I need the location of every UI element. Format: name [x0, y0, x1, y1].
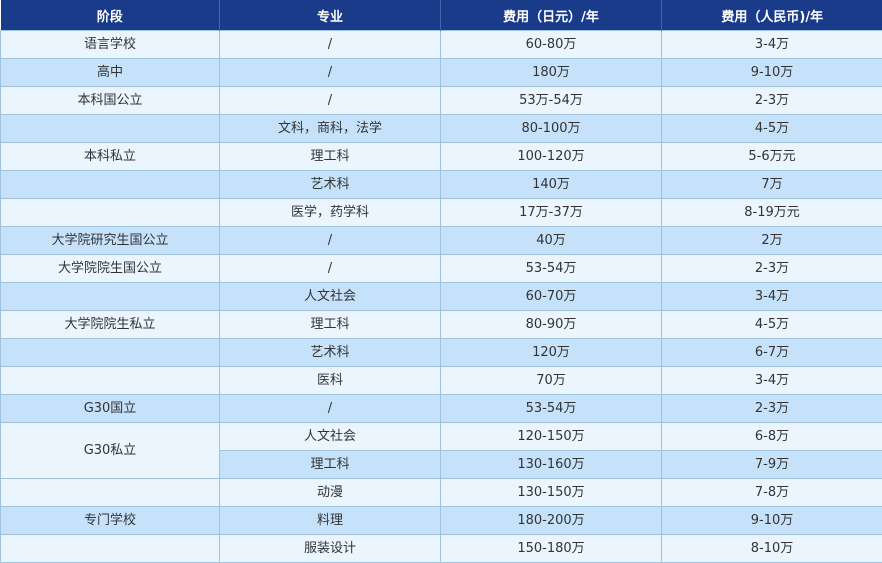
- cell-cny: 2-3万: [662, 395, 882, 423]
- cell-stage: 大学院院生私立: [1, 311, 220, 339]
- table-row: 大学院院生私立 理工科 80-90万 4-5万: [1, 311, 882, 339]
- cell-jpy: 140万: [441, 171, 662, 199]
- cell-stage: [1, 171, 220, 199]
- table-row: G30私立 人文社会 120-150万 6-8万: [1, 423, 882, 451]
- cell-jpy: 60-80万: [441, 31, 662, 59]
- table-row: G30国立 / 53-54万 2-3万: [1, 395, 882, 423]
- table-row: 动漫 130-150万 7-8万: [1, 479, 882, 507]
- cell-major: /: [220, 255, 441, 283]
- cell-jpy: 130-160万: [441, 451, 662, 479]
- cell-jpy: 120万: [441, 339, 662, 367]
- cell-major: 医科: [220, 367, 441, 395]
- cell-cny: 5-6万元: [662, 143, 882, 171]
- cell-major: 料理: [220, 507, 441, 535]
- cell-stage: [1, 339, 220, 367]
- table-row: 艺术科 140万 7万: [1, 171, 882, 199]
- table-row: 文科，商科，法学 80-100万 4-5万: [1, 115, 882, 143]
- cell-major: 艺术科: [220, 171, 441, 199]
- cell-major: /: [220, 227, 441, 255]
- header-row: 阶段 专业 费用（日元）/年 费用（人民币)/年: [1, 0, 882, 31]
- cell-jpy: 60-70万: [441, 283, 662, 311]
- cell-stage: 本科私立: [1, 143, 220, 171]
- cell-cny: 8-10万: [662, 535, 882, 563]
- cell-cny: 9-10万: [662, 507, 882, 535]
- cell-major: 理工科: [220, 451, 441, 479]
- cell-major: 人文社会: [220, 283, 441, 311]
- table-row: 医学，药学科 17万-37万 8-19万元: [1, 199, 882, 227]
- table-row: 大学院院生国公立 / 53-54万 2-3万: [1, 255, 882, 283]
- cell-cny: 6-7万: [662, 339, 882, 367]
- cell-stage: 本科国公立: [1, 87, 220, 115]
- cell-stage: 高中: [1, 59, 220, 87]
- cell-major: /: [220, 59, 441, 87]
- table-row: 本科私立 理工科 100-120万 5-6万元: [1, 143, 882, 171]
- header-stage: 阶段: [1, 0, 220, 31]
- cell-jpy: 80-100万: [441, 115, 662, 143]
- table-row: 本科国公立 / 53万-54万 2-3万: [1, 87, 882, 115]
- cell-major: /: [220, 395, 441, 423]
- cell-major: 服装设计: [220, 535, 441, 563]
- cell-jpy: 40万: [441, 227, 662, 255]
- cell-jpy: 150-180万: [441, 535, 662, 563]
- cell-jpy: 80-90万: [441, 311, 662, 339]
- cell-cny: 4-5万: [662, 115, 882, 143]
- cell-major: 理工科: [220, 311, 441, 339]
- cell-stage: G30国立: [1, 395, 220, 423]
- cell-major: 理工科: [220, 143, 441, 171]
- header-cost-jpy: 费用（日元）/年: [441, 0, 662, 31]
- cell-cny: 2-3万: [662, 255, 882, 283]
- cell-stage: 语言学校: [1, 31, 220, 59]
- cell-cny: 7-8万: [662, 479, 882, 507]
- cell-jpy: 120-150万: [441, 423, 662, 451]
- cell-jpy: 180万: [441, 59, 662, 87]
- table-row: 语言学校 / 60-80万 3-4万: [1, 31, 882, 59]
- cell-stage: 大学院研究生国公立: [1, 227, 220, 255]
- cell-cny: 3-4万: [662, 283, 882, 311]
- cell-major: 艺术科: [220, 339, 441, 367]
- cell-stage: [1, 283, 220, 311]
- cell-major: 动漫: [220, 479, 441, 507]
- cell-major: /: [220, 31, 441, 59]
- cell-major: /: [220, 87, 441, 115]
- cell-jpy: 53-54万: [441, 395, 662, 423]
- table-row: 大学院研究生国公立 / 40万 2万: [1, 227, 882, 255]
- cell-major: 医学，药学科: [220, 199, 441, 227]
- cell-major: 文科，商科，法学: [220, 115, 441, 143]
- header-major: 专业: [220, 0, 441, 31]
- table-row: 专门学校 料理 180-200万 9-10万: [1, 507, 882, 535]
- cell-cny: 9-10万: [662, 59, 882, 87]
- cell-stage: [1, 479, 220, 507]
- cell-stage: G30私立: [1, 423, 220, 479]
- table-row: 高中 / 180万 9-10万: [1, 59, 882, 87]
- table-row: 医科 70万 3-4万: [1, 367, 882, 395]
- cell-cny: 3-4万: [662, 31, 882, 59]
- cell-stage: 专门学校: [1, 507, 220, 535]
- cell-cny: 2万: [662, 227, 882, 255]
- cell-stage: [1, 367, 220, 395]
- cell-stage: [1, 535, 220, 563]
- cell-jpy: 53-54万: [441, 255, 662, 283]
- cell-jpy: 180-200万: [441, 507, 662, 535]
- cell-major: 人文社会: [220, 423, 441, 451]
- cell-cny: 7-9万: [662, 451, 882, 479]
- cell-stage: 大学院院生国公立: [1, 255, 220, 283]
- cell-cny: 4-5万: [662, 311, 882, 339]
- cell-jpy: 130-150万: [441, 479, 662, 507]
- cell-cny: 7万: [662, 171, 882, 199]
- header-cost-cny: 费用（人民币)/年: [662, 0, 882, 31]
- cell-jpy: 100-120万: [441, 143, 662, 171]
- cell-stage: [1, 115, 220, 143]
- cell-cny: 8-19万元: [662, 199, 882, 227]
- cell-cny: 2-3万: [662, 87, 882, 115]
- cell-jpy: 53万-54万: [441, 87, 662, 115]
- cell-stage: [1, 199, 220, 227]
- cell-jpy: 17万-37万: [441, 199, 662, 227]
- cell-cny: 3-4万: [662, 367, 882, 395]
- table-row: 人文社会 60-70万 3-4万: [1, 283, 882, 311]
- table-row: 服装设计 150-180万 8-10万: [1, 535, 882, 563]
- cell-jpy: 70万: [441, 367, 662, 395]
- cell-cny: 6-8万: [662, 423, 882, 451]
- table-row: 艺术科 120万 6-7万: [1, 339, 882, 367]
